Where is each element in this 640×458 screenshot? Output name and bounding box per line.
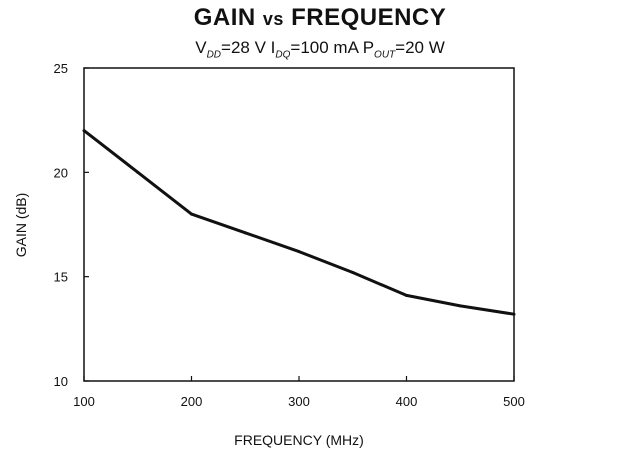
gain-data-point	[136, 170, 140, 174]
gain-data-point	[297, 250, 301, 254]
x-tick-label: 200	[181, 394, 203, 409]
x-tick-label: 300	[288, 394, 310, 409]
y-tick-label: 15	[54, 270, 68, 285]
gain-data-point	[82, 129, 86, 133]
chart-title: GAIN vs FREQUENCY	[193, 4, 447, 31]
y-tick-label: 25	[54, 61, 68, 76]
x-axis-ticks: 100 200 300 400 500	[73, 376, 525, 409]
x-tick-label: 500	[503, 394, 525, 409]
y-axis-label: GAIN (dB)	[13, 193, 29, 258]
gain-data-point	[512, 312, 516, 316]
y-tick-label: 20	[54, 165, 68, 180]
gain-data-point	[405, 293, 408, 297]
gain-series-line	[83, 129, 515, 316]
chart-subtitle: VDD=28 V IDQ=100 mA POUT=20 W	[195, 38, 445, 61]
gain-data-point	[190, 212, 193, 216]
gain-data-point	[458, 304, 462, 308]
gain-data-point	[243, 231, 247, 235]
series-layer	[82, 129, 516, 316]
y-axis-ticks: 10 15 20 25	[54, 61, 89, 389]
x-tick-label: 100	[73, 394, 95, 409]
plot-frame	[83, 67, 515, 382]
y-tick-label: 10	[54, 374, 68, 389]
gain-data-point	[351, 270, 355, 274]
x-axis-label: FREQUENCY (MHz)	[234, 432, 364, 448]
x-tick-label: 400	[396, 394, 418, 409]
